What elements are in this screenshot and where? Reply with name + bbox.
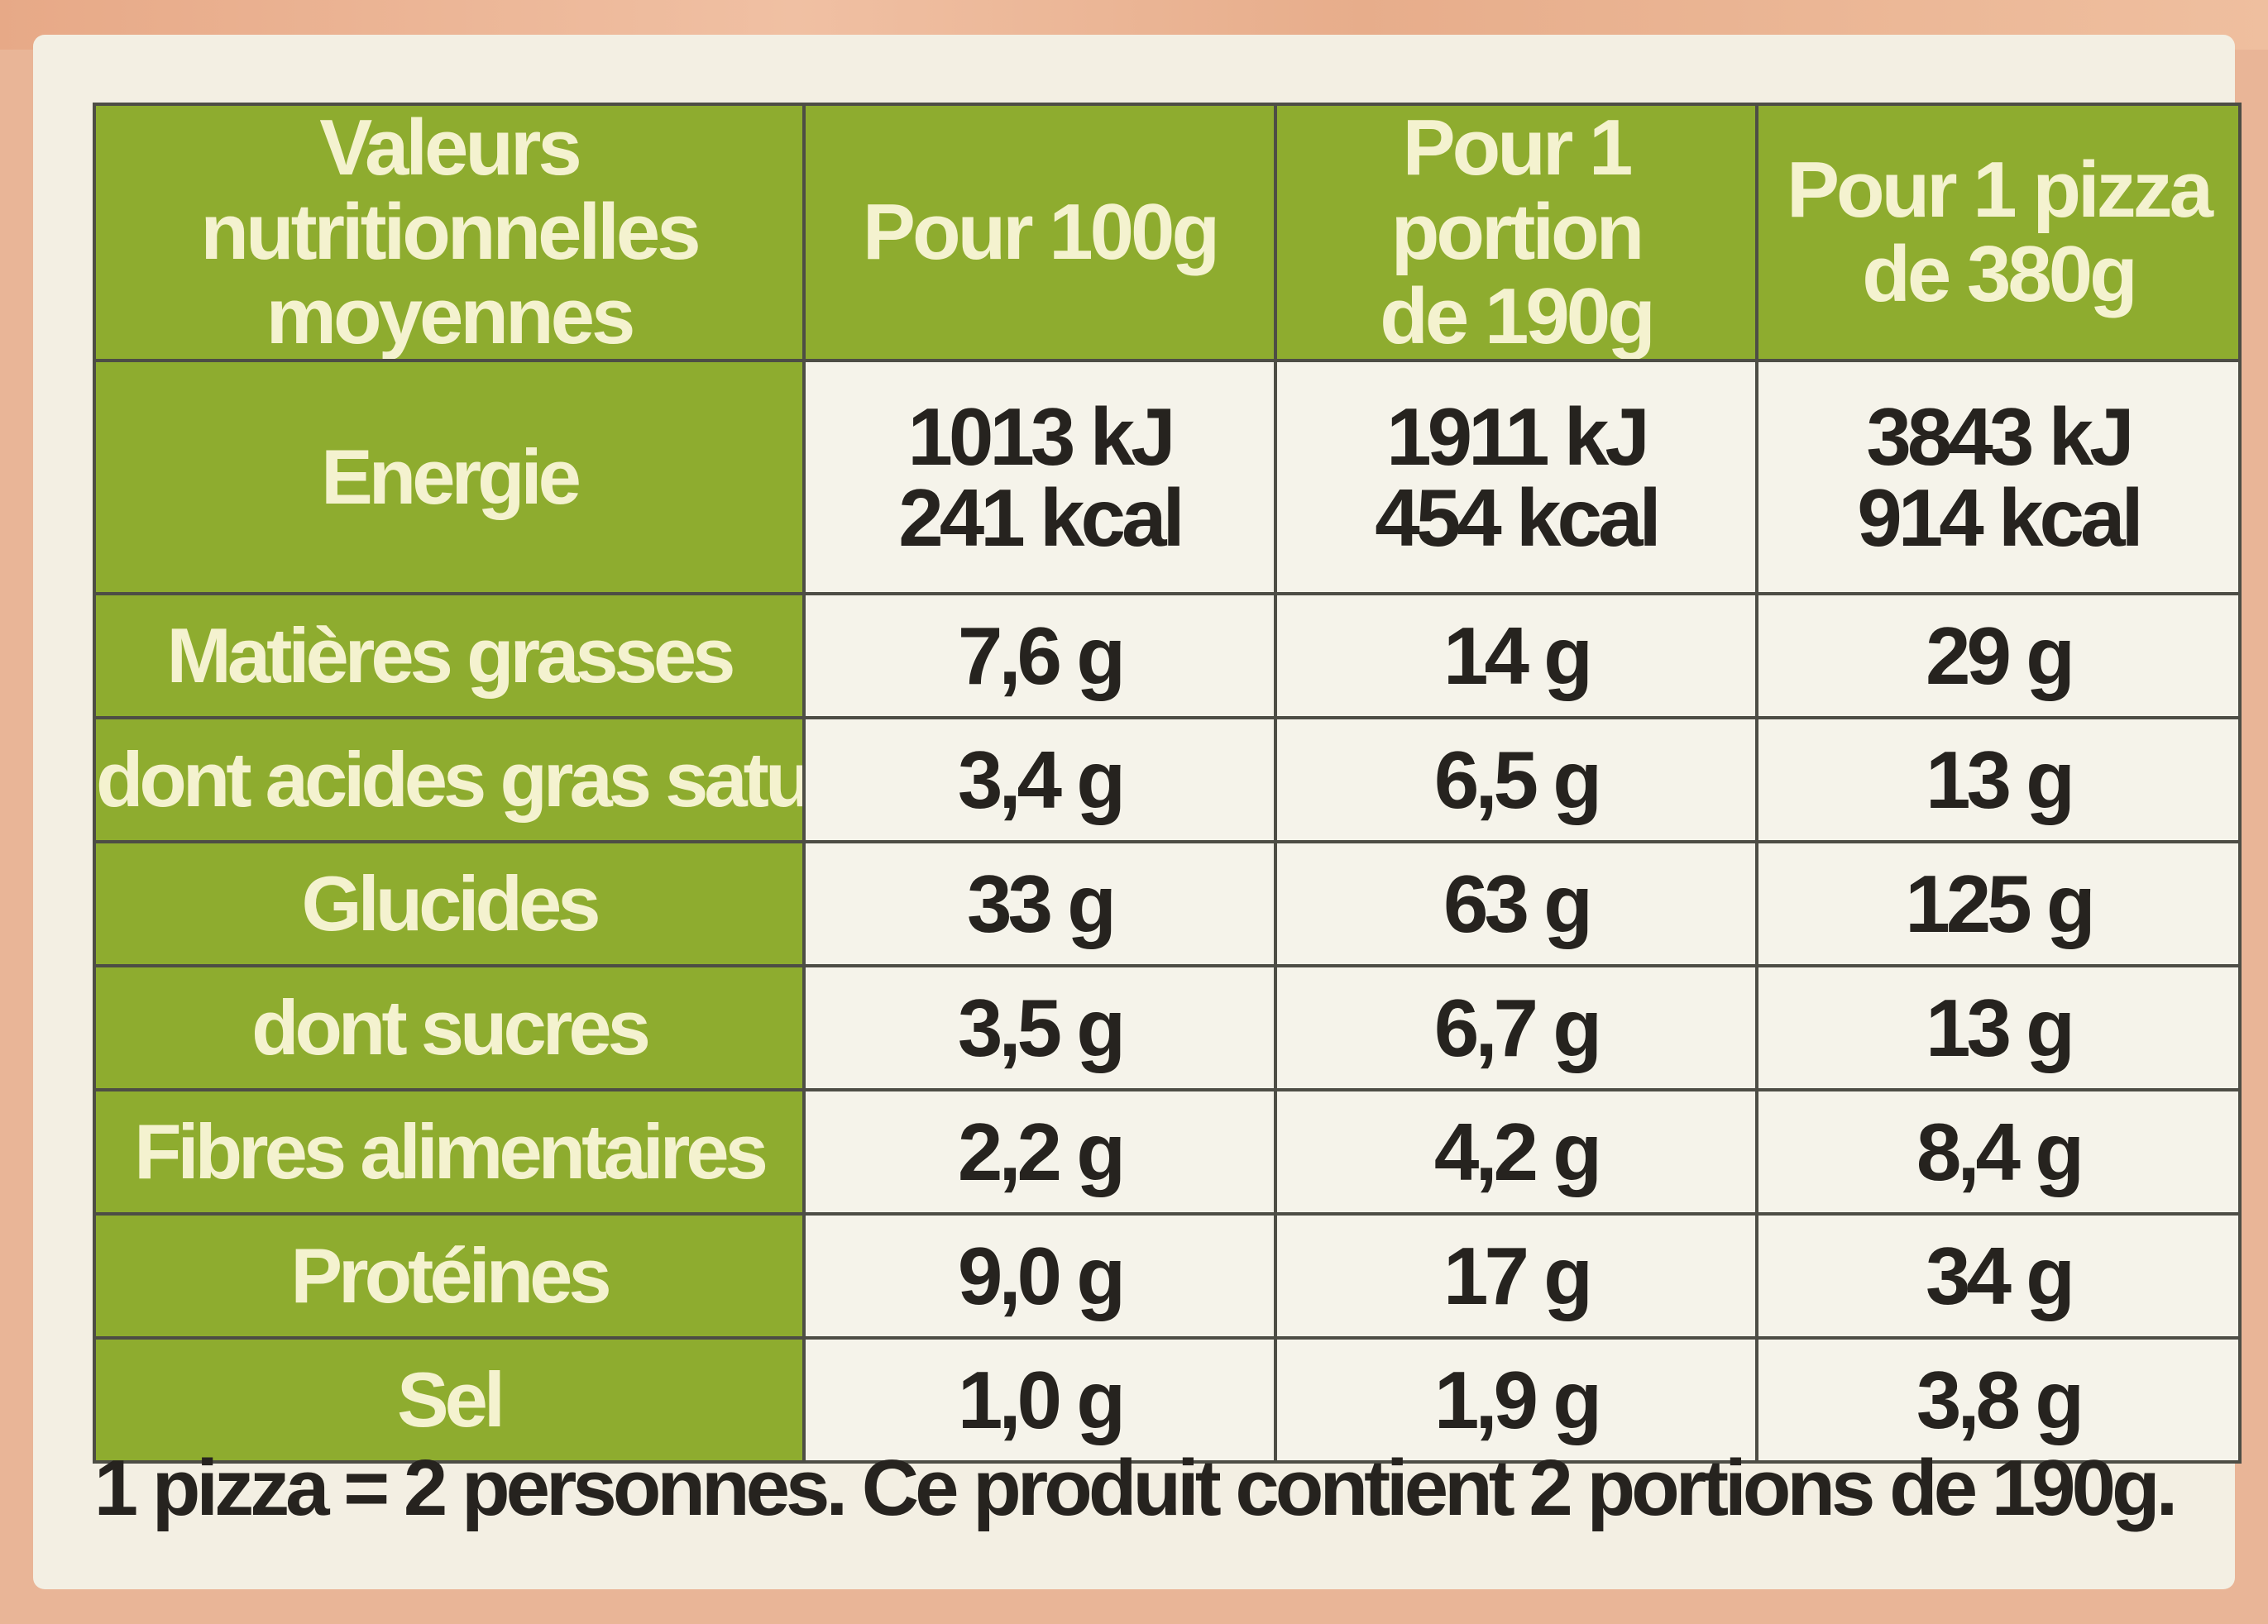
- energy-per-pizza-kj: 3843 kJ: [1866, 391, 2134, 482]
- value-per-100g: 3,4 g: [802, 716, 1277, 843]
- header-per-portion-line1: Pour 1 portion: [1390, 104, 1645, 276]
- header-per-pizza-line2: de 380g: [1862, 230, 2138, 318]
- energy-per-portion-kj: 1911 kJ: [1386, 391, 1650, 482]
- row-label: Protéines: [93, 1212, 806, 1340]
- energy-per-pizza-kcal: 914 kcal: [1857, 472, 2143, 563]
- header-per-portion: Pour 1 portion de 190g: [1274, 103, 1758, 362]
- table-row: Matières grasses 7,6 g 14 g 29 g: [93, 592, 2242, 719]
- table-row: Protéines 9,0 g 17 g 34 g: [93, 1212, 2242, 1340]
- header-label-text: Valeurs nutritionnelles moyennes: [200, 104, 701, 361]
- table-row: dont sucres 3,5 g 6,7 g 13 g: [93, 964, 2242, 1091]
- row-label: dont acides gras saturés: [93, 716, 806, 843]
- table-row: Glucides 33 g 63 g 125 g: [93, 840, 2242, 967]
- energy-per-100g: 1013 kJ 241 kcal: [802, 359, 1277, 595]
- value-per-100g: 9,0 g: [802, 1212, 1277, 1340]
- value-per-portion: 17 g: [1274, 1212, 1758, 1340]
- value-per-portion: 63 g: [1274, 840, 1758, 967]
- row-label: Matières grasses: [93, 592, 806, 719]
- row-label: dont sucres: [93, 964, 806, 1091]
- row-label-energy: Energie: [93, 359, 806, 595]
- energy-per-pizza: 3843 kJ 914 kcal: [1755, 359, 2242, 595]
- header-label: Valeurs nutritionnelles moyennes: [93, 103, 806, 362]
- value-per-pizza: 34 g: [1755, 1212, 2242, 1340]
- table-row: dont acides gras saturés 3,4 g 6,5 g 13 …: [93, 716, 2242, 843]
- value-per-100g: 2,2 g: [802, 1088, 1277, 1216]
- value-per-100g: 1,0 g: [802, 1336, 1277, 1464]
- serving-footnote: 1 pizza = 2 personnes. Ce produit contie…: [93, 1444, 2179, 1532]
- value-per-100g: 7,6 g: [802, 592, 1277, 719]
- row-label: Fibres alimentaires: [93, 1088, 806, 1216]
- table-header-row: Valeurs nutritionnelles moyennes Pour 10…: [93, 103, 2242, 362]
- value-per-100g: 33 g: [802, 840, 1277, 967]
- value-per-100g: 3,5 g: [802, 964, 1277, 1091]
- energy-per-portion-kcal: 454 kcal: [1375, 472, 1661, 563]
- row-label: Glucides: [93, 840, 806, 967]
- energy-per-100g-kj: 1013 kJ: [907, 391, 1175, 482]
- nutrition-table: Valeurs nutritionnelles moyennes Pour 10…: [93, 103, 2242, 1464]
- energy-per-portion: 1911 kJ 454 kcal: [1274, 359, 1758, 595]
- row-label: Sel: [93, 1336, 806, 1464]
- value-per-pizza: 13 g: [1755, 716, 2242, 843]
- value-per-portion: 6,5 g: [1274, 716, 1758, 843]
- header-per-pizza-line1: Pour 1 pizza: [1786, 146, 2213, 234]
- value-per-pizza: 125 g: [1755, 840, 2242, 967]
- table-row: Fibres alimentaires 2,2 g 4,2 g 8,4 g: [93, 1088, 2242, 1216]
- value-per-pizza: 3,8 g: [1755, 1336, 2242, 1464]
- table-row-energy: Energie 1013 kJ 241 kcal 1911 kJ 454 kca…: [93, 359, 2242, 595]
- header-per-pizza: Pour 1 pizza de 380g: [1755, 103, 2242, 362]
- header-per-portion-line2: de 190g: [1380, 272, 1656, 361]
- nutrition-panel: Valeurs nutritionnelles moyennes Pour 10…: [33, 35, 2242, 1589]
- table-row: Sel 1,0 g 1,9 g 3,8 g: [93, 1336, 2242, 1464]
- value-per-portion: 14 g: [1274, 592, 1758, 719]
- value-per-portion: 6,7 g: [1274, 964, 1758, 1091]
- header-per-100g: Pour 100g: [802, 103, 1277, 362]
- value-per-portion: 1,9 g: [1274, 1336, 1758, 1464]
- value-per-pizza: 13 g: [1755, 964, 2242, 1091]
- value-per-pizza: 29 g: [1755, 592, 2242, 719]
- header-per-100g-text: Pour 100g: [862, 188, 1220, 276]
- value-per-pizza: 8,4 g: [1755, 1088, 2242, 1216]
- energy-per-100g-kcal: 241 kcal: [898, 472, 1184, 563]
- value-per-portion: 4,2 g: [1274, 1088, 1758, 1216]
